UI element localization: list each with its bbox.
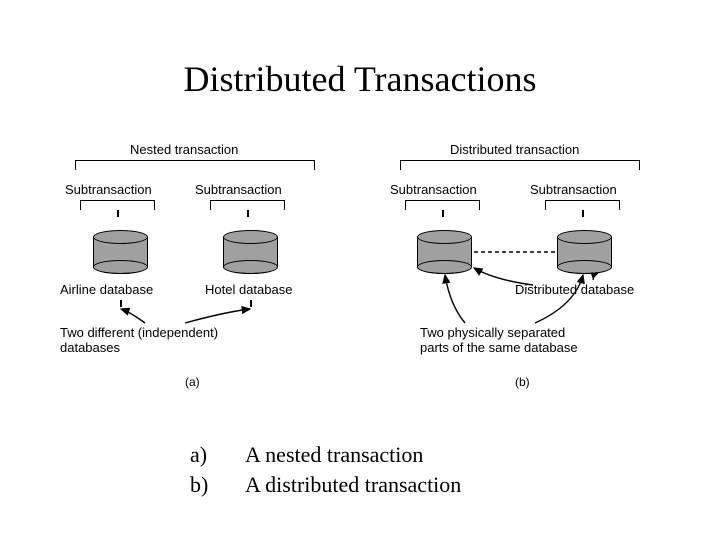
right-caption-line2: parts of the same database [420, 340, 578, 355]
left-main-bracket [75, 160, 315, 170]
legend: a) A nested transaction b) A distributed… [190, 440, 461, 499]
left-caption-line2: databases [60, 340, 120, 355]
left-db-hotel-label: Hotel database [205, 282, 292, 297]
left-main-label: Nested transaction [130, 142, 238, 157]
legend-a-text: A nested transaction [245, 440, 423, 470]
right-sub-right-bracket [545, 200, 620, 210]
left-sub-left-label: Subtransaction [65, 182, 152, 197]
right-sub-left-label: Subtransaction [390, 182, 477, 197]
left-caption-line1: Two different (independent) [60, 325, 218, 340]
diagram-container: Nested transaction Subtransaction Subtra… [65, 140, 665, 420]
right-db-right [557, 230, 612, 270]
right-sub-left-bracket [405, 200, 480, 210]
left-tick-1 [117, 210, 119, 217]
right-tick-2 [582, 210, 584, 217]
right-db-left [417, 230, 472, 270]
left-sub-left-bracket [80, 200, 155, 210]
left-db-hotel [223, 230, 278, 270]
right-fig-label: (b) [515, 375, 530, 389]
left-tick-2 [247, 210, 249, 217]
legend-a-key: a) [190, 440, 245, 470]
left-db-airline [93, 230, 148, 270]
left-db-airline-label: Airline database [60, 282, 153, 297]
page-title: Distributed Transactions [0, 0, 720, 100]
right-caption-line1: Two physically separated [420, 325, 565, 340]
left-sub-right-label: Subtransaction [195, 182, 282, 197]
left-sub-right-bracket [210, 200, 285, 210]
right-main-bracket [400, 160, 640, 170]
left-tick-db2 [250, 300, 252, 307]
right-tick-1 [442, 210, 444, 217]
left-tick-db1 [120, 300, 122, 307]
right-db-label: Distributed database [515, 282, 634, 297]
right-sub-right-label: Subtransaction [530, 182, 617, 197]
legend-b-key: b) [190, 470, 245, 500]
legend-b-text: A distributed transaction [245, 470, 461, 500]
right-main-label: Distributed transaction [450, 142, 579, 157]
left-fig-label: (a) [185, 375, 200, 389]
